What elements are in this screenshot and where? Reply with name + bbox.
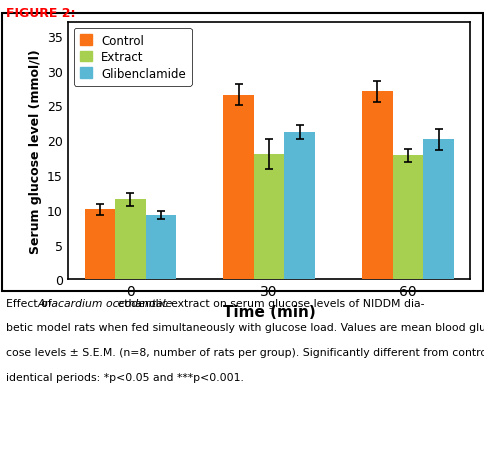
Text: betic model rats when fed simultaneously with glucose load. Values are mean bloo: betic model rats when fed simultaneously… bbox=[6, 323, 484, 333]
Bar bbox=[115, 200, 145, 280]
Text: Effect of: Effect of bbox=[6, 298, 55, 308]
Text: ethanolic extract on serum glucose levels of NIDDM dia-: ethanolic extract on serum glucose level… bbox=[114, 298, 424, 308]
Text: identical periods: *p<0.05 and ***p<0.001.: identical periods: *p<0.05 and ***p<0.00… bbox=[6, 372, 243, 382]
Bar bbox=[254, 155, 284, 280]
X-axis label: Time (min): Time (min) bbox=[222, 304, 315, 319]
Bar bbox=[362, 92, 392, 280]
Bar bbox=[145, 215, 176, 280]
Bar bbox=[423, 140, 453, 280]
Y-axis label: Serum glucose level (mmol/l): Serum glucose level (mmol/l) bbox=[29, 49, 42, 253]
Text: Anacardium occodentale: Anacardium occodentale bbox=[38, 298, 173, 308]
Bar bbox=[84, 210, 115, 280]
Text: FIGURE 2:: FIGURE 2: bbox=[6, 7, 75, 20]
Bar bbox=[284, 132, 314, 280]
Bar bbox=[223, 96, 254, 280]
Text: cose levels ± S.E.M. (n=8, number of rats per group). Significantly different fr: cose levels ± S.E.M. (n=8, number of rat… bbox=[6, 347, 484, 357]
Bar bbox=[392, 156, 423, 280]
Legend: Control, Extract, Glibenclamide: Control, Extract, Glibenclamide bbox=[74, 29, 191, 86]
